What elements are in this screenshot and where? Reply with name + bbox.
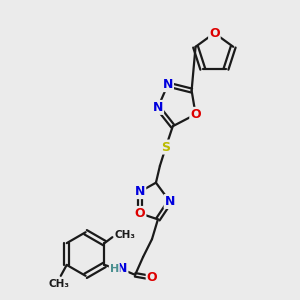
Text: N: N — [153, 101, 163, 114]
Text: O: O — [209, 27, 220, 40]
Text: O: O — [147, 271, 157, 284]
Text: N: N — [135, 185, 145, 198]
Text: O: O — [190, 108, 201, 121]
Text: CH₃: CH₃ — [114, 230, 135, 240]
Text: N: N — [165, 195, 175, 208]
Text: N: N — [117, 262, 128, 275]
Text: N: N — [163, 78, 173, 91]
Text: H: H — [110, 264, 119, 274]
Text: O: O — [135, 207, 146, 220]
Text: S: S — [161, 140, 170, 154]
Text: CH₃: CH₃ — [48, 279, 69, 289]
